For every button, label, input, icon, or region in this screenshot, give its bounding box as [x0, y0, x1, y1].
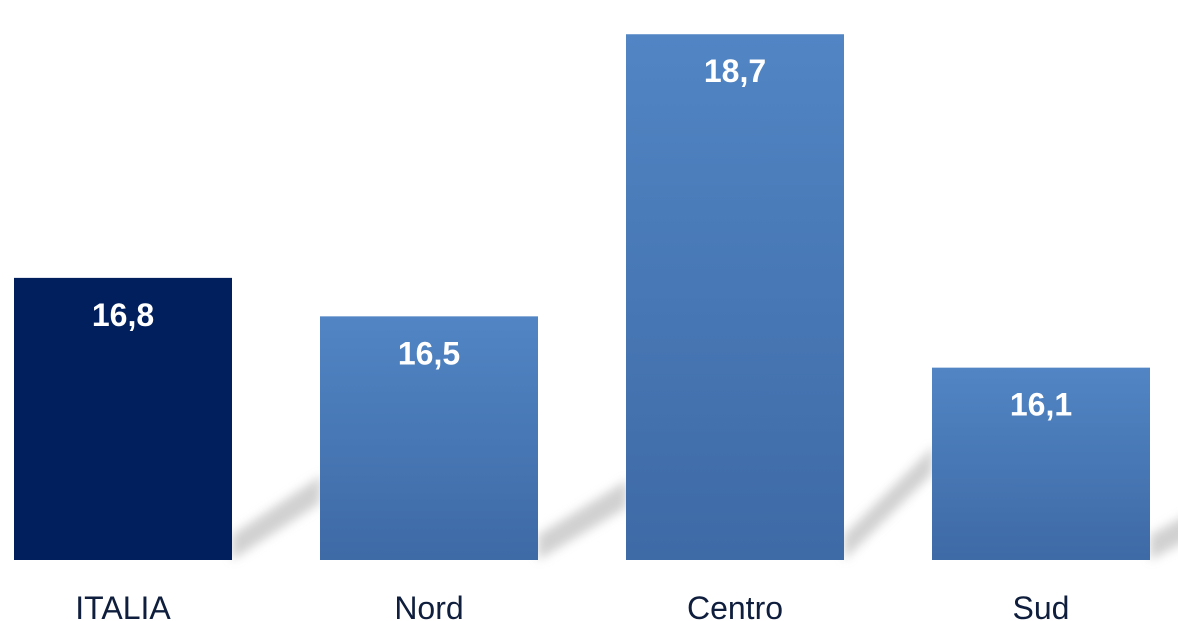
bar-value-label: 18,7: [704, 53, 766, 89]
category-label: Nord: [394, 590, 463, 621]
category-label: Sud: [1013, 590, 1070, 621]
bars-group: [14, 34, 1150, 561]
value-labels-group: 16,8 16,5 18,7 16,1: [92, 53, 1072, 422]
bar-nord: [320, 316, 538, 560]
bar-shadow: [1150, 519, 1178, 560]
bar-value-label: 16,5: [398, 335, 460, 371]
category-label: Centro: [687, 590, 783, 621]
bar-shadow: [538, 479, 628, 560]
category-label: ITALIA: [75, 590, 171, 621]
bar-centro: [626, 34, 844, 561]
bar-shadow: [844, 445, 934, 560]
bar-value-label: 16,1: [1010, 387, 1072, 423]
bar-sud: [932, 367, 1150, 560]
category-labels-group: ITALIA Nord Centro Sud: [75, 590, 1069, 621]
bar-shadows: [232, 445, 1178, 560]
bar-value-label: 16,8: [92, 297, 154, 333]
bar-italia: [14, 277, 232, 560]
bar-shadow: [232, 475, 322, 560]
